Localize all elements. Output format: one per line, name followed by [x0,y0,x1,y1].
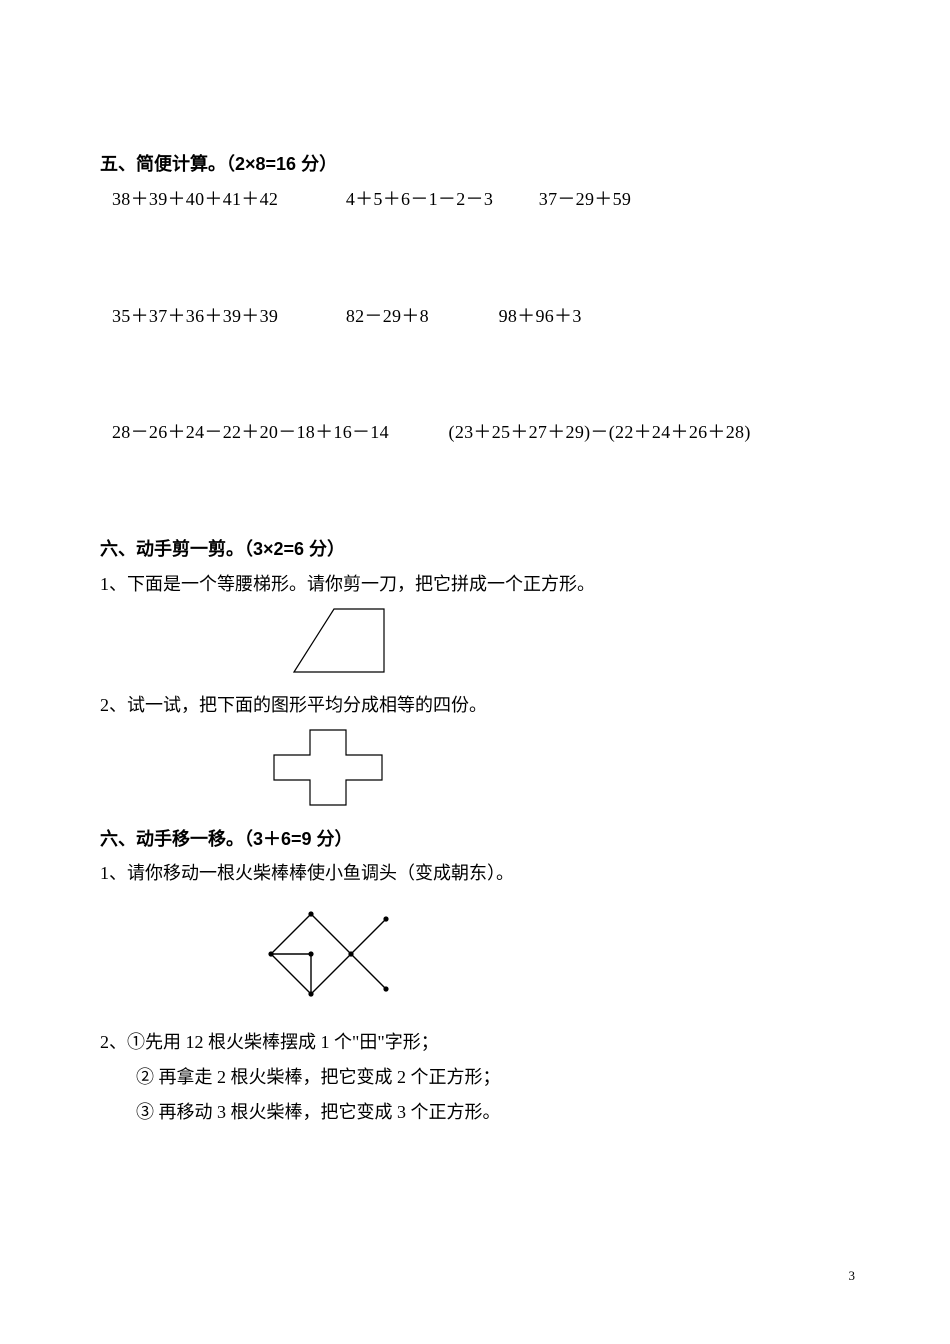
section-5-row-3: 28－26＋24－22＋20－18＋16－14 (23＋25＋27＋29)－(2… [100,418,850,447]
expr-5-2a: 35＋37＋36＋39＋39 [112,302,278,331]
section-6b-q2-l1: 2、①先用 12 根火柴棒摆成 1 个"田"字形； [100,1032,439,1052]
section-6a-q2: 2、试一试，把下面的图形平均分成相等的四份。 [100,695,487,715]
section-6b-q1: 1、请你移动一根火柴棒棒使小鱼调头（变成朝东）。 [100,863,514,883]
fish-figure [265,908,395,998]
expr-5-2b: 82－29＋8 [346,302,429,331]
expr-5-1a: 38＋39＋40＋41＋42 [112,185,278,214]
trapezoid-figure [290,605,390,677]
section-6a-heading: 六、动手剪一剪。（3×2=6 分） [100,539,345,559]
section-5-row-2: 35＋37＋36＋39＋39 82－29＋8 98＋96＋3 [100,302,850,331]
expr-5-2c: 98＋96＋3 [499,302,582,331]
section-6b-heading: 六、动手移一移。（3＋6=9 分） [100,829,353,849]
page-number: 3 [849,1268,856,1284]
expr-5-3b: (23＋25＋27＋29)－(22＋24＋26＋28) [449,418,751,447]
section-6b-q2-l2: ② 再拿走 2 根火柴棒，把它变成 2 个正方形； [100,1067,501,1087]
expr-5-1c: 37－29＋59 [539,185,631,214]
section-5-row-1: 38＋39＋40＋41＋42 4＋5＋6－1－2－3 37－29＋59 [100,185,850,214]
section-6a-q1: 1、下面是一个等腰梯形。请你剪一刀，把它拼成一个正方形。 [100,574,595,594]
expr-5-1b: 4＋5＋6－1－2－3 [346,185,493,214]
plus-figure [270,726,388,811]
section-5-heading: 五、简便计算。（2×8=16 分） [100,154,337,174]
section-6b-q2-l3: ③ 再移动 3 根火柴棒，把它变成 3 个正方形。 [100,1102,501,1122]
expr-5-3a: 28－26＋24－22＋20－18＋16－14 [112,418,389,447]
